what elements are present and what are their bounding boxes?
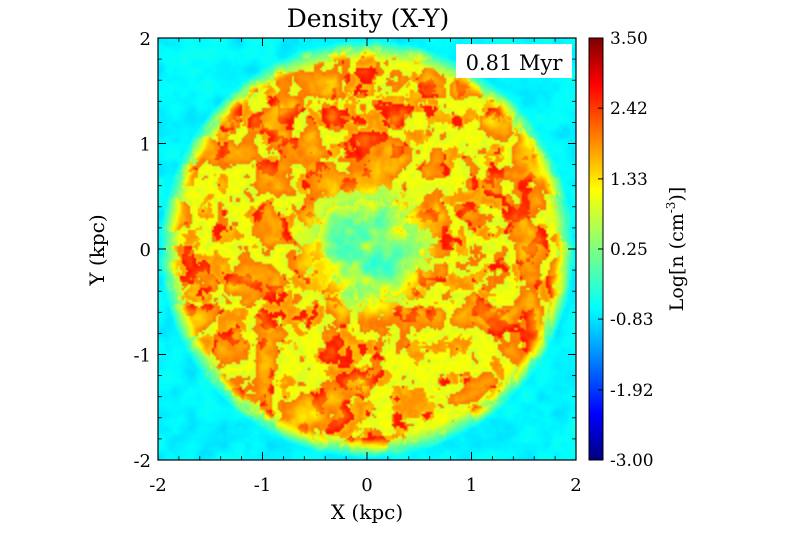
x-tick-label: 2 <box>570 475 581 496</box>
heatmap-area <box>158 38 576 460</box>
colorbar-label-exponent: -3 <box>664 202 678 214</box>
colorbar-tick-label: 2.42 <box>610 99 648 119</box>
colorbar-tick-label: -1.92 <box>610 381 654 401</box>
y-tick-label: -1 <box>133 346 151 367</box>
colorbar-tick-label: 1.33 <box>610 170 648 190</box>
time-annotation-box <box>456 44 572 78</box>
x-tick-label: 0 <box>361 475 372 496</box>
y-axis-ticks: -2 -1 0 1 2 <box>133 29 576 472</box>
density-map <box>158 38 576 460</box>
colorbar-label-suffix: )] <box>666 187 688 202</box>
colorbar-tick-label: -0.83 <box>610 310 654 330</box>
colorbar-ticks: 3.50 2.42 1.33 0.25 -0.83 -1.92 -3.00 <box>598 29 654 471</box>
x-axis-ticks: -2 -1 0 1 2 <box>149 38 582 496</box>
y-tick-label: 2 <box>140 29 151 50</box>
y-tick-label: 0 <box>140 240 151 261</box>
x-tick-label: 1 <box>466 475 477 496</box>
colorbar-label: Log[n (cm-3)] <box>664 187 688 312</box>
colorbar-label-main: Log[n (cm <box>666 213 688 311</box>
x-axis-label: X (kpc) <box>331 500 403 524</box>
chart-title: Density (X-Y) <box>287 4 450 33</box>
colorbar-tick-label: 0.25 <box>610 240 648 260</box>
colorbar-tick-label: 3.50 <box>610 29 648 49</box>
y-tick-label: 1 <box>140 135 151 156</box>
time-annotation: 0.81 Myr <box>466 51 564 75</box>
colorbar-tick-label: -3.00 <box>610 451 654 471</box>
y-tick-label: -2 <box>133 451 151 472</box>
y-axis-label: Y (kpc) <box>85 214 109 286</box>
x-tick-label: -1 <box>254 475 272 496</box>
x-tick-label: -2 <box>149 475 167 496</box>
